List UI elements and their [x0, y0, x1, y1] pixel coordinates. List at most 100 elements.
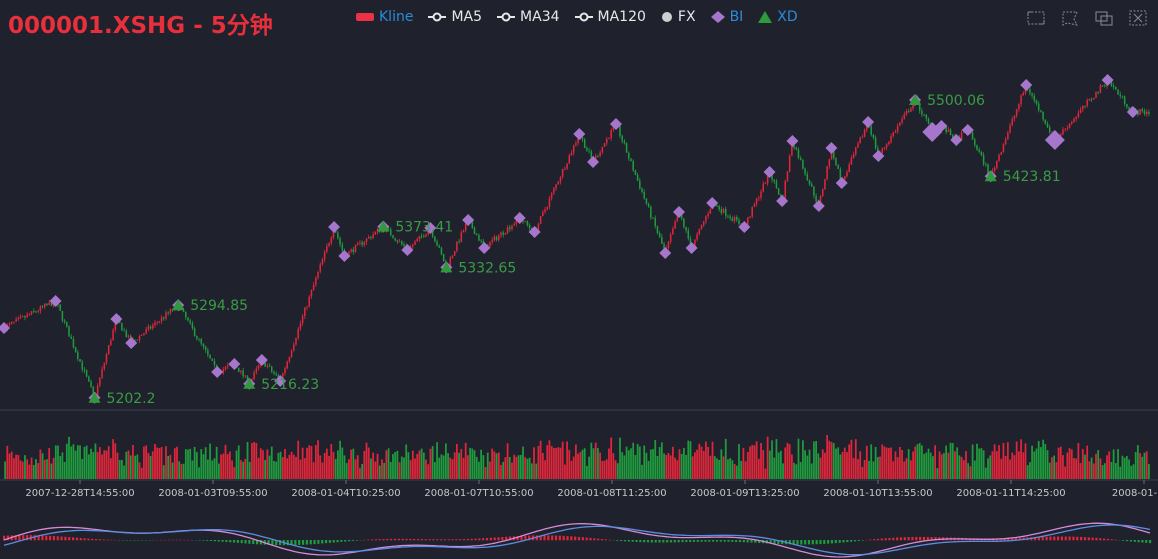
- volume-bar: [802, 440, 804, 479]
- volume-bar: [541, 452, 544, 479]
- candle-body: [140, 335, 143, 336]
- candle-body: [491, 240, 493, 243]
- volume-bar: [447, 453, 449, 479]
- volume-bar: [898, 446, 901, 479]
- macd-bar: [1083, 537, 1087, 541]
- volume-bar: [625, 446, 628, 479]
- volume-bar: [211, 460, 214, 479]
- volume-bar: [881, 444, 884, 479]
- volume-bar: [1148, 463, 1150, 479]
- candle-body: [1029, 89, 1031, 94]
- volume-bar: [180, 463, 183, 479]
- volume-bar: [850, 439, 853, 479]
- volume-bar: [1004, 455, 1007, 479]
- macd-bar: [497, 537, 500, 541]
- macd-bar: [528, 535, 531, 541]
- candle-body: [667, 241, 670, 249]
- xd-label: 5216.23: [261, 377, 319, 393]
- macd-bar: [746, 540, 749, 543]
- lasso-icon[interactable]: [1060, 9, 1080, 27]
- candle-body: [539, 216, 542, 224]
- candle-body: [588, 150, 590, 152]
- candle-body: [70, 336, 72, 340]
- volume-bar: [852, 458, 855, 479]
- candle-body: [1068, 123, 1071, 129]
- volume-bar: [87, 454, 90, 479]
- volume-bar: [497, 452, 500, 479]
- volume-bar: [248, 461, 251, 479]
- volume-bar: [903, 461, 906, 479]
- volume-bar: [572, 456, 575, 479]
- candle-body: [835, 158, 837, 166]
- candle-body: [495, 236, 498, 241]
- candle-body: [976, 145, 978, 150]
- volume-bar: [1020, 439, 1022, 479]
- volume-bar: [96, 451, 99, 479]
- volume-bar: [929, 452, 932, 479]
- macd-bar: [643, 540, 646, 543]
- candle-body: [577, 137, 579, 144]
- macd-bar: [505, 536, 508, 541]
- chart-legend: Kline MA5 MA34 MA120 FX BI XD: [355, 9, 812, 25]
- zoom-select-icon[interactable]: [1026, 9, 1046, 27]
- candle-body: [870, 125, 872, 135]
- macd-bar: [1099, 538, 1102, 541]
- macd-bar: [834, 540, 837, 544]
- xd-marker: [88, 391, 101, 403]
- volume-bar: [597, 448, 599, 479]
- volume-bar: [1064, 466, 1067, 479]
- legend-item-xd[interactable]: XD: [757, 9, 798, 25]
- volume-bar: [178, 461, 181, 479]
- volume-bar: [643, 445, 646, 479]
- macd-bar: [685, 540, 688, 543]
- candle-body: [907, 111, 910, 112]
- volume-bar: [118, 460, 121, 479]
- volume-bar: [757, 458, 760, 479]
- legend-item-bi[interactable]: BI: [710, 9, 744, 25]
- data-view-icon[interactable]: [1094, 9, 1114, 27]
- volume-bar: [90, 448, 92, 479]
- candle-body: [398, 241, 401, 243]
- legend-item-ma120[interactable]: MA120: [574, 9, 646, 25]
- legend-item-fx[interactable]: FX: [660, 9, 696, 25]
- candle-body: [356, 243, 359, 245]
- macd-bar: [37, 535, 40, 541]
- candle-body: [167, 312, 169, 314]
- volume-bar: [835, 448, 837, 479]
- volume-bar: [21, 461, 24, 479]
- bi-marker: [0, 322, 10, 334]
- macd-bar: [386, 538, 389, 541]
- volume-bar: [240, 460, 242, 479]
- legend-item-kline[interactable]: Kline: [355, 9, 413, 25]
- macd-bar: [857, 540, 860, 541]
- candle-body: [257, 365, 260, 369]
- volume-bar: [325, 448, 328, 479]
- candle-body: [561, 168, 564, 177]
- xd-label: 5373.41: [395, 220, 453, 236]
- candle-body: [771, 173, 773, 180]
- candle-body: [850, 157, 853, 165]
- legend-item-ma34[interactable]: MA34: [496, 9, 560, 25]
- candle-body: [927, 118, 930, 124]
- macd-bar: [420, 539, 423, 541]
- candle-body: [1051, 131, 1053, 133]
- volume-bar: [41, 453, 44, 479]
- macd-bar: [1007, 538, 1010, 541]
- candle-body: [332, 231, 335, 238]
- legend-label: BI: [729, 9, 744, 25]
- restore-icon[interactable]: [1128, 9, 1148, 27]
- legend-item-ma5[interactable]: MA5: [427, 9, 482, 25]
- volume-bar: [226, 453, 229, 479]
- candle-body: [15, 319, 17, 322]
- volume-bar: [409, 460, 412, 479]
- macd-bar: [221, 540, 224, 542]
- volume-bar: [469, 447, 471, 479]
- volume-bar: [1145, 451, 1148, 479]
- volume-bar: [951, 443, 954, 479]
- volume-bar: [1117, 449, 1119, 479]
- volume-bar: [744, 461, 747, 479]
- candle-body: [795, 147, 798, 150]
- macd-bar: [1095, 537, 1098, 541]
- candle-body: [85, 370, 88, 377]
